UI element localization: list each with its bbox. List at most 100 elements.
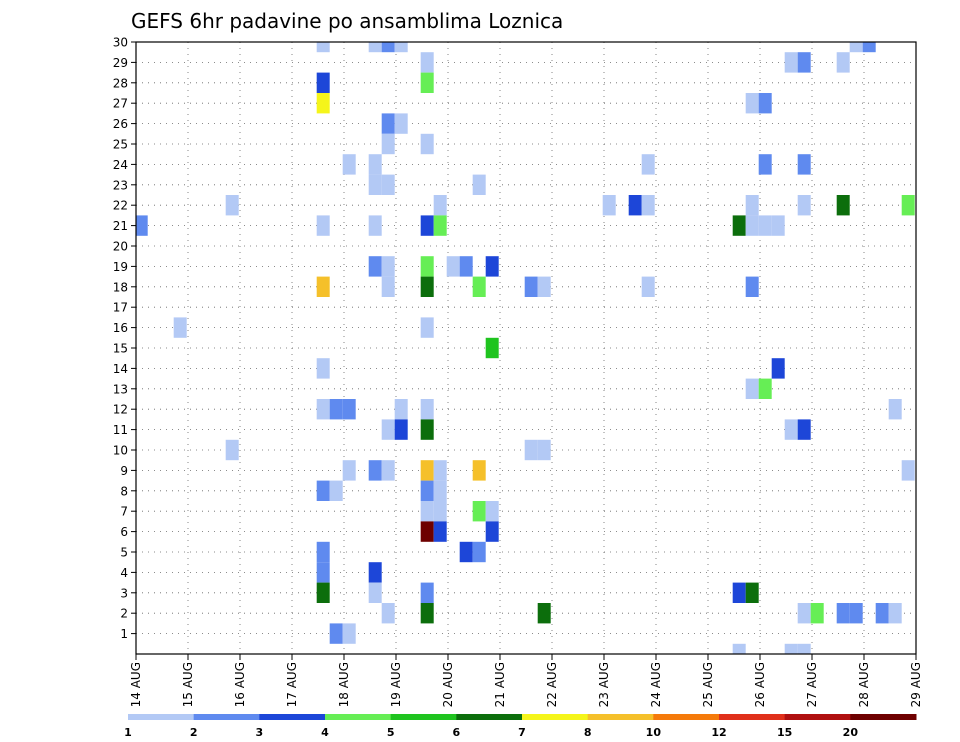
heatmap-cell (758, 378, 772, 399)
heatmap-cell (420, 480, 434, 501)
colorbar-label: 4 (321, 726, 329, 739)
heatmap-cell (901, 460, 915, 481)
heatmap-cell (836, 52, 850, 73)
heatmap-cell (433, 501, 447, 522)
colorbar-segment (719, 714, 786, 720)
y-tick-label: 26 (113, 117, 128, 131)
heatmap-cell (602, 195, 616, 216)
y-tick-label: 28 (113, 76, 128, 90)
colorbar-segment (128, 714, 195, 720)
heatmap-cell (433, 521, 447, 542)
heatmap-cell (316, 399, 330, 420)
heatmap-cell (472, 174, 486, 195)
heatmap-cell (745, 582, 759, 603)
heatmap-cell (420, 399, 434, 420)
heatmap-cell (771, 215, 785, 236)
heatmap-cell (433, 480, 447, 501)
y-tick-label: 16 (113, 321, 128, 335)
colorbar-segment (850, 714, 917, 720)
heatmap-cell (394, 399, 408, 420)
colorbar-label: 5 (387, 726, 395, 739)
heatmap-cell (316, 541, 330, 563)
heatmap-cell (381, 276, 395, 297)
heatmap-cell (732, 643, 746, 654)
heatmap-cell (420, 603, 434, 624)
heatmap-cell (862, 42, 876, 53)
heatmap-cell (758, 93, 772, 114)
colorbar-label: 3 (256, 726, 264, 739)
heatmap-cell (381, 419, 395, 440)
heatmap-cell (797, 643, 811, 654)
heatmap-cell (797, 195, 811, 216)
x-tick-label: 27 AUG (805, 662, 819, 707)
y-tick-label: 14 (113, 362, 128, 376)
x-tick-label: 23 AUG (597, 662, 611, 707)
y-tick-label: 2 (120, 607, 128, 621)
heatmap-cell (329, 480, 343, 501)
heatmap-cell (316, 215, 330, 236)
heatmap-cell (810, 603, 824, 624)
heatmap-cell (420, 460, 434, 481)
heatmap-cell (433, 460, 447, 481)
colorbar-label: 15 (777, 726, 792, 739)
heatmap-cell (342, 399, 356, 420)
y-tick-label: 29 (113, 56, 128, 70)
x-tick-label: 24 AUG (649, 662, 663, 707)
y-tick-label: 22 (113, 199, 128, 213)
y-tick-label: 11 (113, 423, 128, 437)
y-tick-label: 23 (113, 178, 128, 192)
heatmap-cell (342, 154, 356, 175)
x-tick-label: 22 AUG (545, 662, 559, 707)
y-tick-label: 3 (120, 586, 128, 600)
heatmap-cell (745, 195, 759, 216)
heatmap-cell (329, 399, 343, 420)
heatmap-cell (381, 42, 395, 53)
x-axis-ticks: 14 AUG 15 AUG 16 AUG 17 AUG 18 AUG 19 AUG 20 A… (129, 654, 923, 707)
heatmap-cell (836, 195, 850, 216)
y-tick-label: 4 (120, 566, 128, 580)
heatmap-cell (342, 623, 356, 644)
heatmap-cell (758, 215, 772, 236)
heatmap-cell (394, 42, 408, 53)
colorbar-segment (784, 714, 851, 720)
heatmap-cell (316, 480, 330, 501)
heatmap-cell (784, 52, 798, 73)
heatmap-cell (836, 603, 850, 624)
heatmap-cell (732, 582, 746, 603)
heatmap-cell (316, 358, 330, 379)
heatmap-cell (745, 215, 759, 236)
y-tick-label: 20 (113, 240, 128, 254)
heatmap-cell (316, 276, 330, 297)
heatmap-cell (420, 521, 434, 542)
x-tick-label: 28 AUG (857, 662, 871, 707)
y-tick-label: 21 (113, 219, 128, 233)
heatmap-cell (472, 541, 486, 563)
colorbar-legend: 1 2 3 4 5 6 7 8 10 12 15 20 (124, 714, 917, 739)
y-tick-label: 15 (113, 342, 128, 356)
heatmap-cell (316, 93, 330, 114)
y-tick-label: 5 (120, 546, 128, 560)
heatmap-cell (745, 378, 759, 399)
heatmap-cell (888, 399, 902, 420)
heatmap-cell (472, 501, 486, 522)
colorbar-label: 8 (584, 726, 592, 739)
heatmap-cell (784, 419, 798, 440)
y-tick-label: 12 (113, 403, 128, 417)
heatmap-cell (225, 195, 239, 216)
colorbar-segment (259, 714, 326, 720)
heatmap-cell (420, 72, 434, 93)
heatmap-cell (420, 501, 434, 522)
heatmap-cell (537, 276, 551, 297)
heatmap-cell (368, 154, 382, 175)
heatmap-cell (381, 460, 395, 481)
heatmap-cell (446, 256, 460, 277)
heatmap-cell (394, 419, 408, 440)
heatmap-cell (771, 358, 785, 379)
colorbar-label: 10 (646, 726, 662, 739)
y-tick-label: 7 (120, 505, 128, 519)
heatmap-cell (173, 317, 187, 338)
heatmap-cell (136, 215, 148, 236)
grid-lines (136, 42, 916, 654)
heatmap-cell (368, 256, 382, 277)
heatmap-cell (420, 419, 434, 440)
